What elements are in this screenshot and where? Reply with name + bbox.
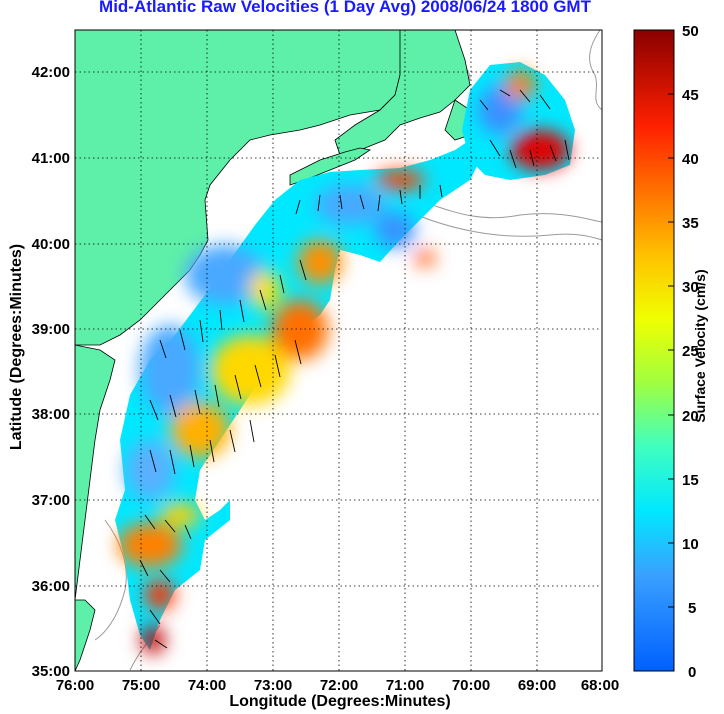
y-axis-label: Latitude (Degrees:Minutes) <box>8 243 25 451</box>
velocity-field <box>115 62 575 654</box>
x-tick: 73:00 <box>254 677 292 694</box>
x-tick: 74:00 <box>188 677 226 694</box>
plot-frame <box>74 29 603 672</box>
y-tick: 40:00 <box>32 236 70 253</box>
x-tick: 70:00 <box>452 677 490 694</box>
y-tick: 36:00 <box>32 578 70 595</box>
y-tick: 38:00 <box>32 406 70 423</box>
land-newengland <box>334 30 471 156</box>
colorbar-tick: 5 <box>688 600 696 617</box>
colorbar-tick: 25 <box>682 343 699 360</box>
colorbar-gradient <box>633 29 675 672</box>
colorbar-tick: 15 <box>682 472 699 489</box>
land <box>75 30 481 671</box>
y-tick: 39:00 <box>32 321 70 338</box>
colorbar: 50 45 40 35 30 25 20 15 10 5 0 <box>633 23 699 681</box>
x-tick: 71:00 <box>386 677 424 694</box>
coverage-mid-atlantic <box>115 140 490 650</box>
x-tick-labels: 76:00 75:00 74:00 73:00 72:00 71:00 70:0… <box>56 677 619 694</box>
y-tick: 37:00 <box>32 492 70 509</box>
colorbar-tick: 50 <box>682 23 699 40</box>
colorbar-tick: 35 <box>682 215 699 232</box>
x-tick: 69:00 <box>518 677 556 694</box>
colorbar-tick: 30 <box>682 279 699 296</box>
land-capecharles <box>75 599 96 671</box>
y-tick: 41:00 <box>32 150 70 167</box>
x-axis-label: Longitude (Degrees:Minutes) <box>229 693 451 710</box>
x-tick: 76:00 <box>56 677 94 694</box>
y-tick: 42:00 <box>32 64 70 81</box>
colorbar-tick: 45 <box>682 87 699 104</box>
speed-blobs <box>118 70 570 654</box>
colorbar-tick: 10 <box>682 536 699 553</box>
x-tick: 72:00 <box>320 677 358 694</box>
colorbar-tick: 20 <box>682 408 699 425</box>
graticule <box>75 30 602 671</box>
colorbar-label: Surface Velocity (cm/s) <box>692 269 708 423</box>
y-tick-labels: 42:00 41:00 40:00 39:00 38:00 37:00 36:0… <box>32 64 70 680</box>
x-tick: 68:00 <box>581 677 619 694</box>
y-tick: 35:00 <box>32 663 70 680</box>
land-delmarva <box>75 344 116 601</box>
velocity-vectors <box>139 89 570 649</box>
colorbar-tick: 40 <box>682 151 699 168</box>
x-tick: 75:00 <box>122 677 160 694</box>
map-title: Mid-Atlantic Raw Velocities (1 Day Avg) … <box>99 0 591 16</box>
colorbar-tick: 0 <box>688 664 696 681</box>
